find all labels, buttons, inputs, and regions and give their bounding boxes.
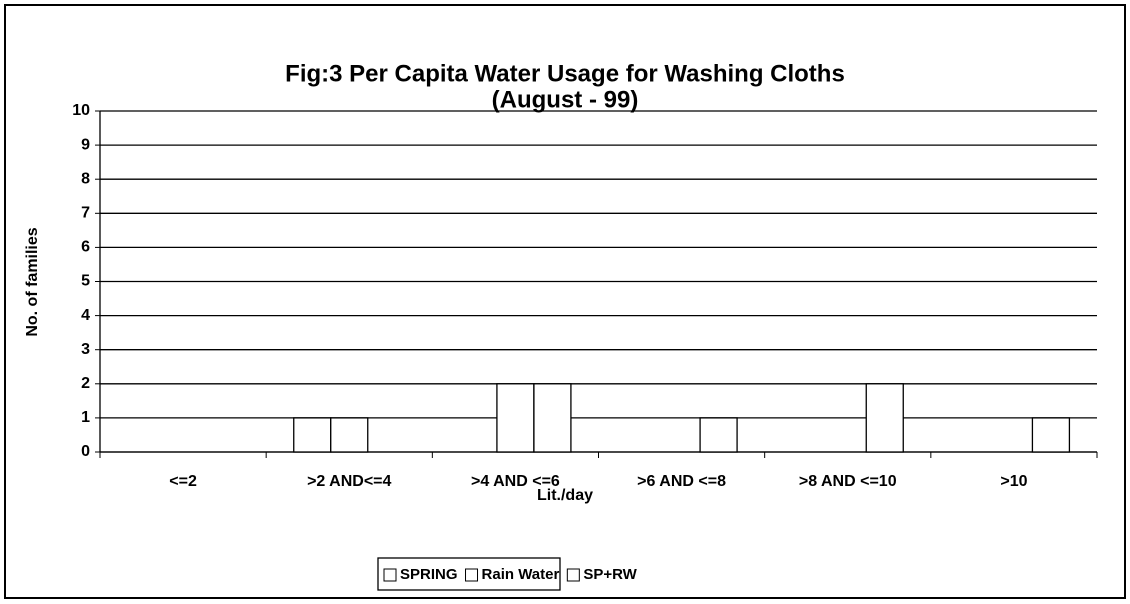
legend-swatch [566, 568, 580, 582]
bar [496, 383, 535, 453]
chart-title: Fig:3 Per Capita Water Usage for Washing… [285, 60, 845, 87]
bar [699, 417, 738, 453]
y-tick-label: 3 [81, 341, 90, 358]
legend-label: SPRING [400, 566, 458, 583]
y-tick-label: 7 [81, 205, 90, 222]
x-tick-label: >8 AND <=10 [799, 473, 897, 490]
chart-title: (August - 99) [492, 86, 639, 113]
y-axis-label: No. of families [24, 227, 41, 336]
y-tick-label: 6 [81, 239, 90, 256]
y-tick-label: 9 [81, 136, 90, 153]
legend-box [377, 557, 561, 591]
y-tick-label: 10 [72, 102, 90, 119]
chart-border [4, 4, 1126, 599]
x-tick-label: >6 AND <=8 [637, 473, 726, 490]
x-axis-label: Lit./day [537, 487, 593, 504]
y-tick-label: 0 [81, 443, 90, 460]
y-tick-label: 5 [81, 273, 90, 290]
legend-label: SP+RW [583, 566, 637, 583]
bar [533, 383, 572, 453]
y-tick-label: 8 [81, 170, 90, 187]
bar [865, 383, 904, 453]
legend-swatch [383, 568, 397, 582]
y-tick-label: 2 [81, 375, 90, 392]
legend-swatch [465, 568, 479, 582]
legend-label: Rain Water [482, 566, 560, 583]
bar [293, 417, 332, 453]
bar [330, 417, 369, 453]
x-tick-label: <=2 [169, 473, 197, 490]
y-tick-label: 4 [81, 307, 90, 324]
x-tick-label: >4 AND <=6 [471, 473, 560, 490]
bar [1031, 417, 1071, 453]
x-tick-label: >2 AND<=4 [307, 473, 391, 490]
x-tick-label: >10 [1000, 473, 1027, 490]
y-tick-label: 1 [81, 409, 90, 426]
